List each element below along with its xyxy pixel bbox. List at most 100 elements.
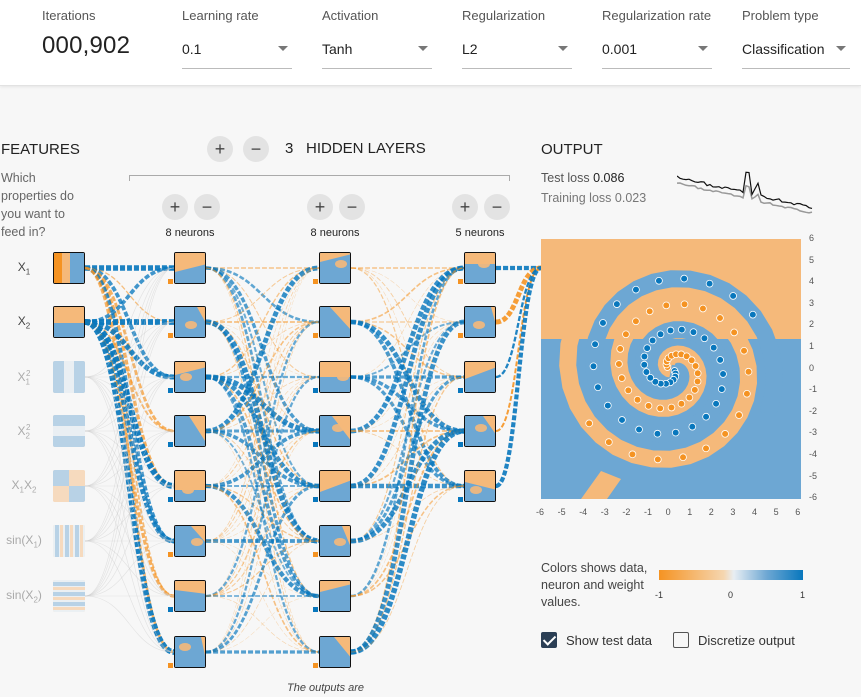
feature-node[interactable] bbox=[53, 470, 85, 502]
x-axis-tick: 4 bbox=[752, 507, 758, 517]
activation-select[interactable]: Tanh bbox=[322, 37, 432, 69]
remove-neuron-button[interactable]: − bbox=[194, 194, 220, 220]
problem-type-value: Classification bbox=[742, 41, 825, 57]
neuron-node[interactable] bbox=[174, 580, 206, 612]
remove-neuron-button[interactable]: − bbox=[339, 194, 365, 220]
learning-rate-select[interactable]: 0.1 bbox=[182, 37, 292, 69]
legend-min: -1 bbox=[655, 590, 664, 600]
x-axis-tick: 3 bbox=[730, 507, 736, 517]
neuron-node[interactable] bbox=[319, 525, 351, 557]
footnote-text: The outputs are bbox=[287, 682, 365, 694]
regularization-value: L2 bbox=[462, 41, 478, 57]
neuron-node[interactable] bbox=[319, 580, 351, 612]
remove-layer-button[interactable]: − bbox=[243, 136, 269, 162]
training-loss: Training loss 0.023 bbox=[541, 191, 646, 205]
feature-label-base: X bbox=[11, 478, 20, 492]
chevron-down-icon bbox=[698, 46, 708, 51]
y-axis-tick: 5 bbox=[809, 254, 815, 265]
chevron-down-icon bbox=[278, 46, 288, 51]
neuron-node[interactable] bbox=[464, 361, 496, 393]
feature-label: X1X2 bbox=[11, 478, 37, 495]
regularization-control: Regularization L2 bbox=[462, 8, 572, 69]
neuron-count-label: 8 neurons bbox=[165, 227, 215, 239]
legend-description: Colors shows data, neuron and weight val… bbox=[541, 561, 648, 609]
test-loss: Test loss 0.086 bbox=[541, 171, 624, 185]
remove-neuron-button[interactable]: − bbox=[484, 194, 510, 220]
control-bar: Iterations 000,902 Learning rate 0.1 Act… bbox=[0, 0, 861, 86]
neuron-node[interactable] bbox=[319, 415, 351, 447]
y-axis-tick: 6 bbox=[809, 233, 815, 243]
output-title: OUTPUT bbox=[541, 141, 603, 158]
loss-chart bbox=[677, 171, 813, 214]
neuron-node[interactable] bbox=[174, 415, 206, 447]
neuron-node[interactable] bbox=[174, 252, 206, 284]
neuron-node[interactable] bbox=[319, 252, 351, 284]
learning-rate-label: Learning rate bbox=[182, 8, 259, 23]
test-loss-label: Test loss bbox=[541, 171, 590, 185]
feature-node[interactable] bbox=[53, 306, 85, 338]
neuron-node[interactable] bbox=[319, 470, 351, 502]
test-loss-value: 0.086 bbox=[593, 171, 625, 185]
neuron-node[interactable] bbox=[174, 525, 206, 557]
neuron-node[interactable] bbox=[464, 470, 496, 502]
neuron-node[interactable] bbox=[319, 361, 351, 393]
feature-label-base: X bbox=[17, 370, 26, 384]
features-description: Which properties do you want to feed in? bbox=[1, 171, 74, 239]
feature-label: X2 bbox=[17, 314, 31, 331]
discretize-output-checkbox[interactable] bbox=[673, 632, 689, 648]
discretize-output-label: Discretize output bbox=[698, 632, 795, 648]
y-axis-tick: 4 bbox=[809, 276, 815, 287]
y-axis-tick: 2 bbox=[809, 319, 815, 330]
show-test-data-toggle[interactable]: Show test data bbox=[541, 632, 652, 648]
x-axis-tick: -4 bbox=[579, 507, 588, 517]
neuron-node[interactable] bbox=[464, 415, 496, 447]
hidden-layers-count: 3 bbox=[285, 140, 294, 157]
neuron-node[interactable] bbox=[319, 306, 351, 338]
add-neuron-button[interactable]: + bbox=[162, 194, 188, 220]
y-axis-tick: -1 bbox=[809, 384, 818, 395]
regularization-select[interactable]: L2 bbox=[462, 37, 572, 69]
x-axis-tick: 0 bbox=[665, 507, 671, 517]
y-axis-tick: 1 bbox=[809, 341, 815, 351]
feature-node[interactable] bbox=[53, 525, 85, 557]
neuron-node[interactable] bbox=[174, 306, 206, 338]
learning-rate-control: Learning rate 0.1 bbox=[182, 8, 292, 69]
feature-node[interactable] bbox=[53, 252, 85, 284]
discretize-output-toggle[interactable]: Discretize output bbox=[673, 632, 795, 648]
y-axis-tick: -5 bbox=[809, 470, 818, 481]
show-test-data-checkbox[interactable] bbox=[541, 632, 557, 648]
legend-max: 1 bbox=[800, 590, 806, 600]
neuron-node[interactable] bbox=[464, 252, 496, 284]
learning-rate-value: 0.1 bbox=[182, 41, 202, 57]
neuron-count-label: 5 neurons bbox=[455, 227, 505, 239]
x-axis-tick: -3 bbox=[600, 507, 609, 517]
regularization-rate-select[interactable]: 0.001 bbox=[602, 37, 712, 69]
feature-node[interactable] bbox=[53, 415, 85, 447]
legend-mid: 0 bbox=[728, 590, 734, 600]
add-neuron-button[interactable]: + bbox=[307, 194, 333, 220]
feature-label-base: X bbox=[17, 260, 26, 274]
feature-node[interactable] bbox=[53, 361, 85, 393]
neuron-node[interactable] bbox=[464, 306, 496, 338]
problem-type-select[interactable]: Classification bbox=[742, 37, 850, 69]
x-axis-tick: 1 bbox=[687, 507, 693, 517]
training-loss-value: 0.023 bbox=[614, 191, 647, 205]
hidden-layers-title: HIDDEN LAYERS bbox=[306, 140, 426, 157]
show-test-data-label: Show test data bbox=[566, 632, 652, 648]
feature-node[interactable] bbox=[53, 580, 85, 612]
add-neuron-button[interactable]: + bbox=[452, 194, 478, 220]
x-axis-tick: -5 bbox=[557, 507, 566, 517]
neuron-node[interactable] bbox=[174, 470, 206, 502]
x-axis-tick: 5 bbox=[773, 507, 779, 517]
activation-label: Activation bbox=[322, 8, 379, 23]
neuron-node[interactable] bbox=[174, 361, 206, 393]
add-layer-button[interactable]: + bbox=[207, 136, 233, 162]
neuron-node[interactable] bbox=[319, 636, 351, 668]
iterations-label: Iterations bbox=[42, 8, 96, 23]
feature-label-base: X bbox=[17, 314, 26, 328]
neuron-node[interactable] bbox=[174, 636, 206, 668]
features-title: FEATURES bbox=[1, 141, 80, 158]
feature-label: X1 bbox=[17, 260, 31, 277]
